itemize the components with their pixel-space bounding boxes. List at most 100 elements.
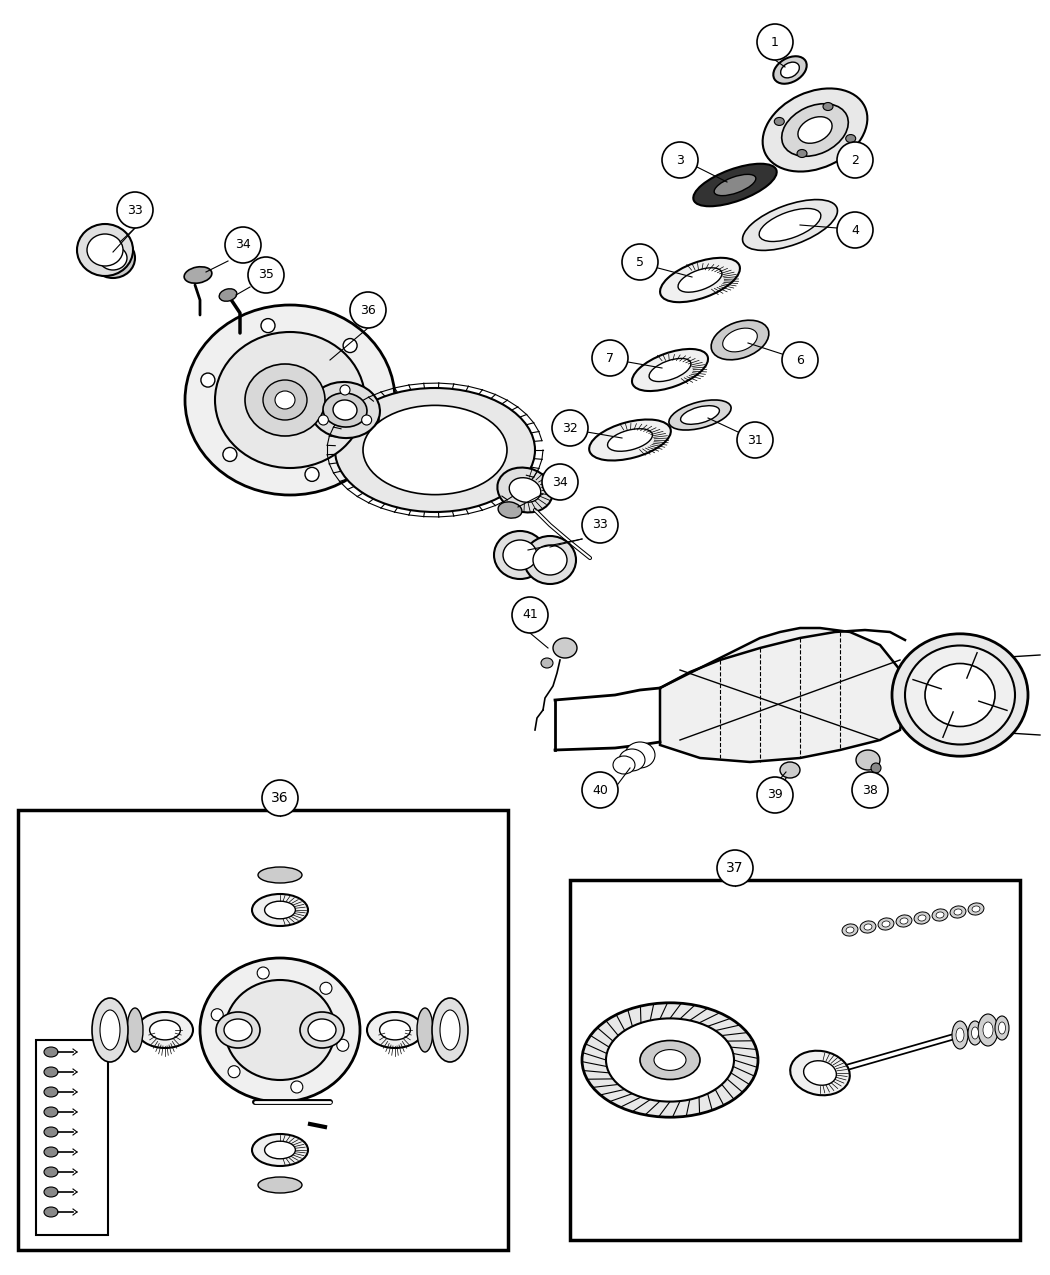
Ellipse shape bbox=[44, 1067, 58, 1077]
Ellipse shape bbox=[265, 901, 295, 919]
Bar bbox=[570, 880, 1020, 1241]
Text: 36: 36 bbox=[271, 790, 289, 805]
Ellipse shape bbox=[363, 405, 507, 495]
Ellipse shape bbox=[201, 374, 215, 388]
Ellipse shape bbox=[91, 238, 135, 278]
Ellipse shape bbox=[722, 328, 757, 352]
Ellipse shape bbox=[185, 305, 395, 495]
Text: 5: 5 bbox=[636, 255, 644, 269]
Ellipse shape bbox=[440, 1010, 460, 1051]
Circle shape bbox=[542, 464, 578, 500]
Ellipse shape bbox=[952, 1021, 968, 1049]
Ellipse shape bbox=[954, 909, 962, 915]
Circle shape bbox=[782, 342, 818, 377]
Text: 7: 7 bbox=[606, 352, 614, 365]
Ellipse shape bbox=[693, 163, 777, 207]
Ellipse shape bbox=[44, 1167, 58, 1177]
Ellipse shape bbox=[791, 1051, 849, 1095]
Text: 32: 32 bbox=[562, 422, 578, 435]
Circle shape bbox=[737, 422, 773, 458]
Ellipse shape bbox=[846, 927, 854, 933]
Ellipse shape bbox=[608, 428, 652, 451]
Text: 40: 40 bbox=[592, 784, 608, 797]
Ellipse shape bbox=[87, 235, 123, 266]
Ellipse shape bbox=[252, 1133, 308, 1167]
Ellipse shape bbox=[380, 1020, 411, 1040]
Ellipse shape bbox=[781, 103, 848, 157]
Ellipse shape bbox=[228, 1066, 240, 1077]
Ellipse shape bbox=[915, 912, 930, 924]
Ellipse shape bbox=[304, 468, 319, 482]
Ellipse shape bbox=[252, 894, 308, 926]
Text: 1: 1 bbox=[771, 36, 779, 48]
Ellipse shape bbox=[44, 1088, 58, 1096]
Ellipse shape bbox=[971, 1026, 979, 1039]
Ellipse shape bbox=[654, 1049, 686, 1071]
Ellipse shape bbox=[842, 924, 858, 936]
Ellipse shape bbox=[640, 1040, 700, 1080]
Ellipse shape bbox=[262, 380, 307, 419]
Text: 35: 35 bbox=[258, 269, 274, 282]
Ellipse shape bbox=[308, 1019, 336, 1040]
Ellipse shape bbox=[44, 1107, 58, 1117]
Bar bbox=[36, 1040, 108, 1235]
Ellipse shape bbox=[225, 980, 335, 1080]
Ellipse shape bbox=[219, 288, 237, 301]
Ellipse shape bbox=[498, 468, 552, 513]
Ellipse shape bbox=[291, 1081, 302, 1093]
Text: 6: 6 bbox=[796, 353, 804, 366]
Text: 2: 2 bbox=[852, 153, 859, 167]
Circle shape bbox=[717, 850, 753, 886]
Ellipse shape bbox=[333, 400, 357, 419]
Ellipse shape bbox=[417, 1009, 433, 1052]
Ellipse shape bbox=[968, 903, 984, 915]
Ellipse shape bbox=[310, 382, 380, 439]
Ellipse shape bbox=[780, 762, 800, 778]
Ellipse shape bbox=[300, 1012, 344, 1048]
Ellipse shape bbox=[632, 349, 708, 391]
Ellipse shape bbox=[972, 907, 980, 912]
Ellipse shape bbox=[995, 1016, 1009, 1040]
Ellipse shape bbox=[365, 413, 379, 427]
Ellipse shape bbox=[797, 149, 807, 158]
Ellipse shape bbox=[136, 1012, 193, 1048]
Text: 34: 34 bbox=[552, 476, 568, 488]
Ellipse shape bbox=[798, 117, 832, 143]
Ellipse shape bbox=[773, 56, 806, 84]
Ellipse shape bbox=[956, 1028, 964, 1042]
Circle shape bbox=[225, 227, 261, 263]
Ellipse shape bbox=[44, 1047, 58, 1057]
Ellipse shape bbox=[44, 1187, 58, 1197]
Ellipse shape bbox=[759, 209, 821, 241]
Text: 31: 31 bbox=[748, 434, 763, 446]
Circle shape bbox=[837, 142, 873, 179]
Circle shape bbox=[837, 212, 873, 249]
Ellipse shape bbox=[215, 332, 365, 468]
Ellipse shape bbox=[845, 135, 856, 143]
Ellipse shape bbox=[649, 358, 691, 381]
Ellipse shape bbox=[340, 385, 350, 395]
Ellipse shape bbox=[343, 339, 357, 353]
Ellipse shape bbox=[200, 958, 360, 1102]
Ellipse shape bbox=[265, 1141, 295, 1159]
Ellipse shape bbox=[184, 266, 212, 283]
Ellipse shape bbox=[582, 1003, 758, 1117]
Circle shape bbox=[552, 411, 588, 446]
Circle shape bbox=[262, 780, 298, 816]
Ellipse shape bbox=[44, 1207, 58, 1218]
Ellipse shape bbox=[245, 363, 326, 436]
Ellipse shape bbox=[900, 918, 908, 924]
Ellipse shape bbox=[925, 663, 995, 727]
Ellipse shape bbox=[983, 1023, 993, 1038]
Ellipse shape bbox=[613, 756, 635, 774]
Ellipse shape bbox=[606, 1019, 734, 1102]
Ellipse shape bbox=[978, 1014, 998, 1046]
Ellipse shape bbox=[905, 645, 1015, 745]
Circle shape bbox=[582, 771, 618, 808]
Ellipse shape bbox=[589, 419, 671, 460]
Ellipse shape bbox=[774, 117, 784, 125]
Text: 33: 33 bbox=[127, 204, 143, 217]
Ellipse shape bbox=[149, 1020, 181, 1040]
Ellipse shape bbox=[503, 541, 537, 570]
Ellipse shape bbox=[711, 320, 769, 360]
